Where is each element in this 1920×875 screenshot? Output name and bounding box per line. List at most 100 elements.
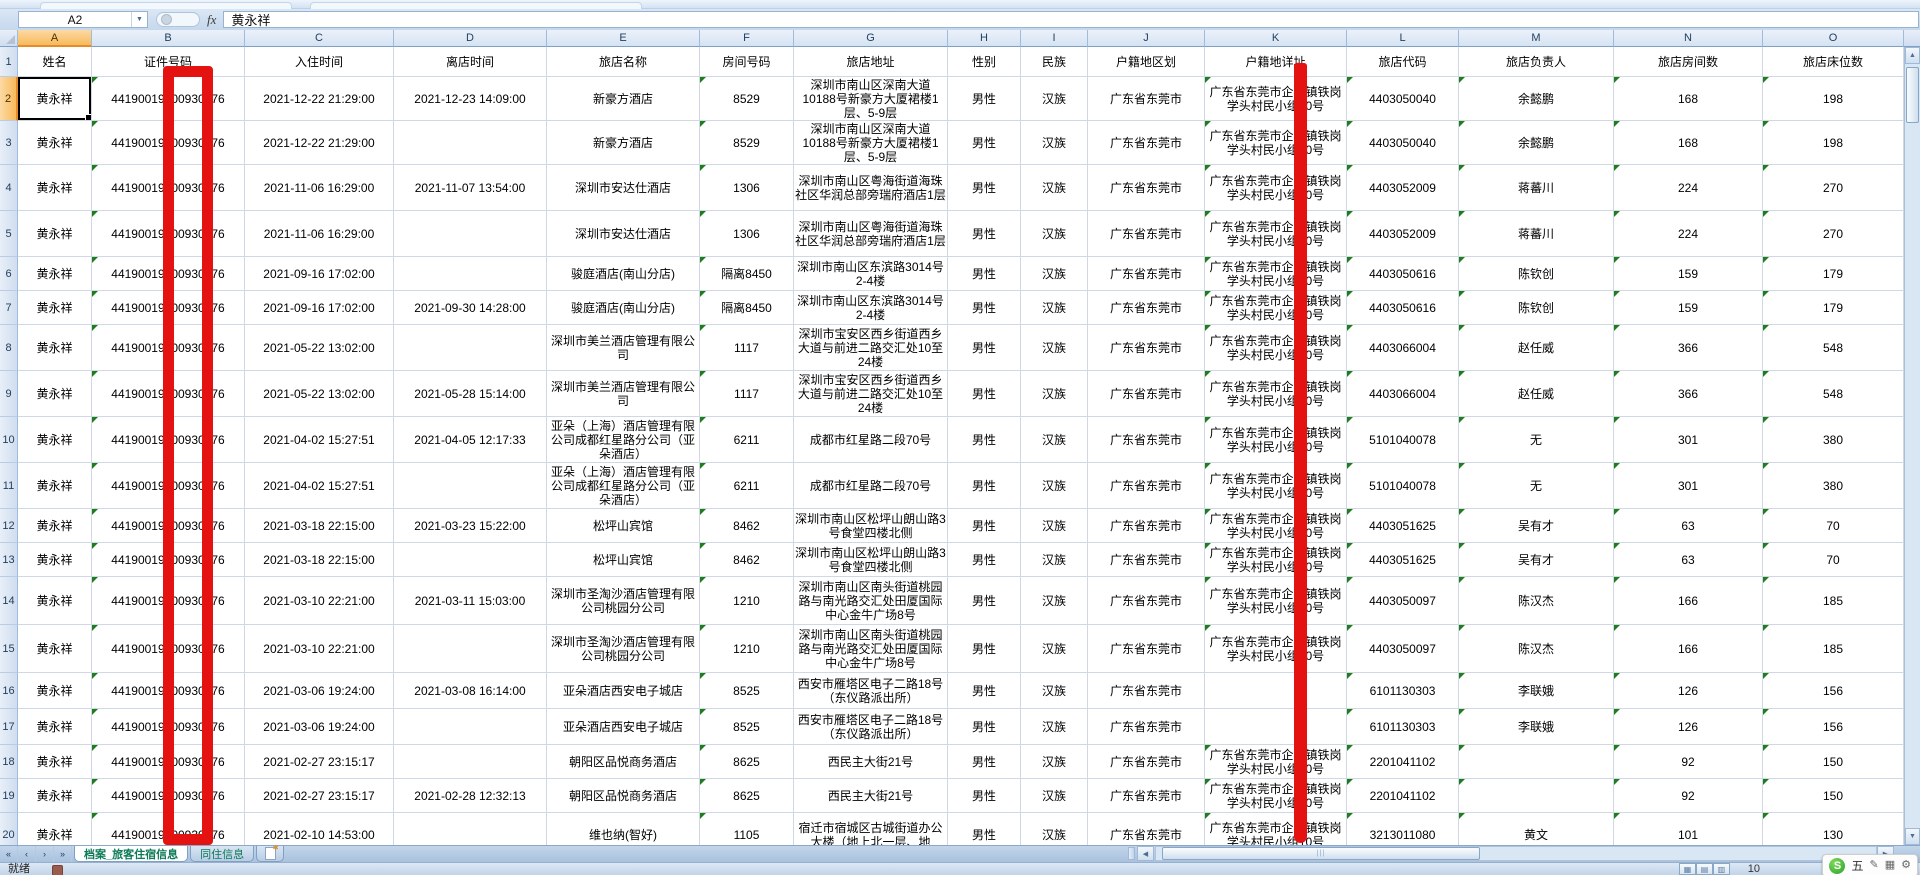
cell-F5[interactable]: 1306	[700, 211, 794, 257]
cell-O11[interactable]: 380	[1763, 463, 1904, 509]
cell-J2[interactable]: 广东省东莞市	[1088, 77, 1205, 121]
cell-O6[interactable]: 179	[1763, 257, 1904, 291]
row-header-7[interactable]: 7	[0, 291, 18, 325]
cell-G7[interactable]: 深圳市南山区东滨路3014号2-4楼	[794, 291, 948, 325]
cell-A7[interactable]: 黄永祥	[18, 291, 92, 325]
cell-H20[interactable]: 男性	[948, 813, 1021, 845]
cell-A17[interactable]: 黄永祥	[18, 709, 92, 745]
column-header-F[interactable]: F	[700, 30, 794, 47]
cell-C3[interactable]: 2021-12-22 21:29:00	[245, 121, 394, 165]
cell-L13[interactable]: 4403051625	[1347, 543, 1459, 577]
cell-M9[interactable]: 赵任威	[1459, 371, 1614, 417]
cell-G6[interactable]: 深圳市南山区东滨路3014号2-4楼	[794, 257, 948, 291]
cell-C4[interactable]: 2021-11-06 16:29:00	[245, 165, 394, 211]
cell-I16[interactable]: 汉族	[1021, 673, 1088, 709]
cell-L17[interactable]: 6101130303	[1347, 709, 1459, 745]
cell-L20[interactable]: 3213011080	[1347, 813, 1459, 845]
column-header-J[interactable]: J	[1088, 30, 1205, 47]
input-method-toolbar[interactable]: S 五 ✎ ▦ ⚙	[1822, 854, 1918, 875]
cell-M18[interactable]	[1459, 745, 1614, 779]
cell-D5[interactable]	[394, 211, 547, 257]
row-header-3[interactable]: 3	[0, 121, 18, 165]
cell-O18[interactable]: 150	[1763, 745, 1904, 779]
cell-N18[interactable]: 92	[1614, 745, 1763, 779]
cell-L1[interactable]: 旅店代码	[1347, 47, 1459, 77]
cell-L6[interactable]: 4403050616	[1347, 257, 1459, 291]
cell-N3[interactable]: 168	[1614, 121, 1763, 165]
cell-I1[interactable]: 民族	[1021, 47, 1088, 77]
cell-A6[interactable]: 黄永祥	[18, 257, 92, 291]
name-box[interactable]: A2 ▼	[18, 11, 148, 28]
cell-I6[interactable]: 汉族	[1021, 257, 1088, 291]
cell-M4[interactable]: 蒋蕃川	[1459, 165, 1614, 211]
cell-K7[interactable]: 广东省东莞市企石镇铁岗学头村民小组10号	[1205, 291, 1347, 325]
page-break-view-icon[interactable]: ▥	[1713, 863, 1730, 875]
column-header-D[interactable]: D	[394, 30, 547, 47]
cell-G17[interactable]: 西安市雁塔区电子二路18号（东仪路派出所）	[794, 709, 948, 745]
cell-M15[interactable]: 陈汉杰	[1459, 625, 1614, 673]
cell-D10[interactable]: 2021-04-05 12:17:33	[394, 417, 547, 463]
row-header-1[interactable]: 1	[0, 47, 18, 77]
cell-J3[interactable]: 广东省东莞市	[1088, 121, 1205, 165]
cell-A4[interactable]: 黄永祥	[18, 165, 92, 211]
cell-L18[interactable]: 2201041102	[1347, 745, 1459, 779]
cell-K17[interactable]	[1205, 709, 1347, 745]
cell-A5[interactable]: 黄永祥	[18, 211, 92, 257]
cell-E14[interactable]: 深圳市圣淘沙酒店管理有限公司桃园分公司	[547, 577, 700, 625]
cell-I4[interactable]: 汉族	[1021, 165, 1088, 211]
cell-J18[interactable]: 广东省东莞市	[1088, 745, 1205, 779]
cell-L19[interactable]: 2201041102	[1347, 779, 1459, 813]
cell-C9[interactable]: 2021-05-22 13:02:00	[245, 371, 394, 417]
cell-D6[interactable]	[394, 257, 547, 291]
cell-G10[interactable]: 成都市红星路二段70号	[794, 417, 948, 463]
cell-M19[interactable]	[1459, 779, 1614, 813]
row-header-18[interactable]: 18	[0, 745, 18, 779]
cell-L14[interactable]: 4403050097	[1347, 577, 1459, 625]
cell-F18[interactable]: 8625	[700, 745, 794, 779]
cell-G13[interactable]: 深圳市南山区松坪山朗山路3号食堂四楼北侧	[794, 543, 948, 577]
column-header-L[interactable]: L	[1347, 30, 1459, 47]
cell-F13[interactable]: 8462	[700, 543, 794, 577]
cell-C17[interactable]: 2021-03-06 19:24:00	[245, 709, 394, 745]
cell-N8[interactable]: 366	[1614, 325, 1763, 371]
cell-C15[interactable]: 2021-03-10 22:21:00	[245, 625, 394, 673]
row-header-2[interactable]: 2	[0, 77, 18, 121]
scroll-down-icon[interactable]: ▼	[1905, 828, 1920, 845]
cell-D20[interactable]	[394, 813, 547, 845]
cell-N16[interactable]: 126	[1614, 673, 1763, 709]
cell-D1[interactable]: 离店时间	[394, 47, 547, 77]
cell-C7[interactable]: 2021-09-16 17:02:00	[245, 291, 394, 325]
cell-H1[interactable]: 性别	[948, 47, 1021, 77]
cell-O5[interactable]: 270	[1763, 211, 1904, 257]
cell-H17[interactable]: 男性	[948, 709, 1021, 745]
cell-O14[interactable]: 185	[1763, 577, 1904, 625]
cell-J6[interactable]: 广东省东莞市	[1088, 257, 1205, 291]
select-all-button[interactable]	[0, 30, 18, 47]
cell-E4[interactable]: 深圳市安达仕酒店	[547, 165, 700, 211]
cell-I5[interactable]: 汉族	[1021, 211, 1088, 257]
cell-J9[interactable]: 广东省东莞市	[1088, 371, 1205, 417]
cell-C14[interactable]: 2021-03-10 22:21:00	[245, 577, 394, 625]
next-sheet-button[interactable]: ›	[36, 846, 54, 862]
cell-D4[interactable]: 2021-11-07 13:54:00	[394, 165, 547, 211]
cell-J12[interactable]: 广东省东莞市	[1088, 509, 1205, 543]
cell-M1[interactable]: 旅店负责人	[1459, 47, 1614, 77]
cell-O20[interactable]: 130	[1763, 813, 1904, 845]
cell-G14[interactable]: 深圳市南山区南头街道桃园路与南光路交汇处田厦国际中心金牛广场8号	[794, 577, 948, 625]
macro-record-icon[interactable]	[52, 865, 63, 875]
column-header-O[interactable]: O	[1763, 30, 1904, 47]
ime-toolbox-icon[interactable]: ⚙	[1901, 859, 1911, 871]
prev-sheet-button[interactable]: ‹	[18, 846, 36, 862]
cell-A3[interactable]: 黄永祥	[18, 121, 92, 165]
cell-O8[interactable]: 548	[1763, 325, 1904, 371]
row-header-14[interactable]: 14	[0, 577, 18, 625]
cell-J5[interactable]: 广东省东莞市	[1088, 211, 1205, 257]
cell-M16[interactable]: 李联娥	[1459, 673, 1614, 709]
cell-G5[interactable]: 深圳市南山区粤海街道海珠社区华润总部旁瑞府酒店1层	[794, 211, 948, 257]
cell-D17[interactable]	[394, 709, 547, 745]
row-header-8[interactable]: 8	[0, 325, 18, 371]
cell-D3[interactable]	[394, 121, 547, 165]
cell-N10[interactable]: 301	[1614, 417, 1763, 463]
cell-H3[interactable]: 男性	[948, 121, 1021, 165]
cell-H2[interactable]: 男性	[948, 77, 1021, 121]
